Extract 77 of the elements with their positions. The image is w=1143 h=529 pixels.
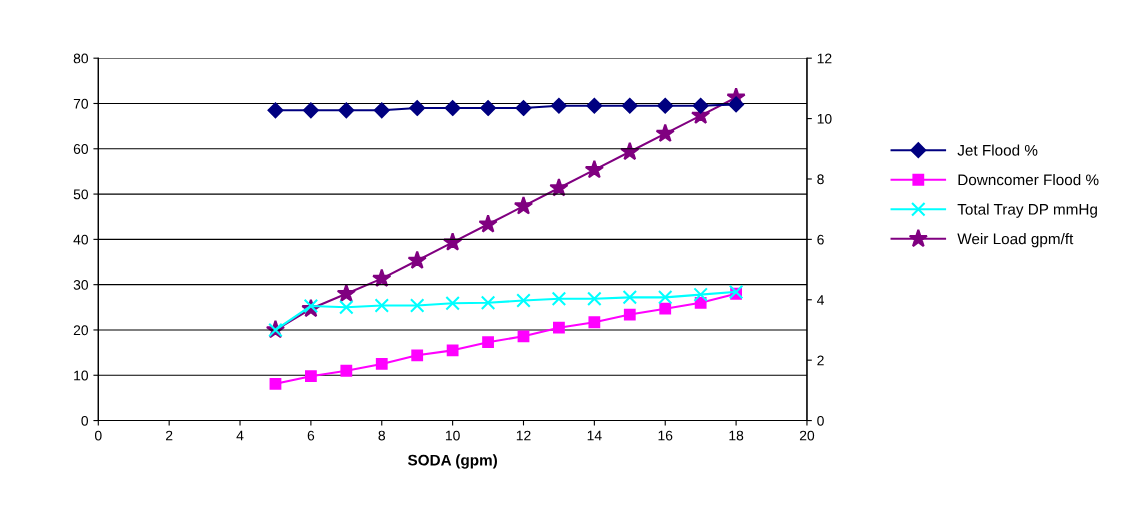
point <box>657 97 674 114</box>
y2-tick-label: 6 <box>817 234 824 245</box>
y-tick-label: 10 <box>74 370 89 381</box>
y-tick-label: 40 <box>73 234 89 245</box>
x-tick-label: 20 <box>799 430 815 441</box>
point <box>267 102 284 119</box>
x-tick-label: 12 <box>516 430 531 441</box>
point <box>409 298 425 313</box>
y2-tick-label: 2 <box>817 355 824 366</box>
y2-tick-label: 10 <box>817 113 832 124</box>
y-tick-label: 50 <box>73 189 89 200</box>
point <box>584 159 604 179</box>
y2-tick-label: 0 <box>817 415 824 426</box>
point <box>694 296 707 309</box>
point <box>478 214 498 233</box>
point <box>657 290 673 305</box>
y-tick-label: 70 <box>73 98 89 109</box>
point <box>338 102 355 119</box>
point <box>553 321 565 334</box>
point <box>655 123 675 143</box>
point <box>623 308 636 321</box>
point <box>304 370 317 383</box>
point <box>517 330 530 343</box>
x-tick-label: 14 <box>587 430 602 441</box>
point <box>482 336 494 349</box>
x-tick-label: 4 <box>236 430 244 441</box>
y-tick-label: 60 <box>73 144 89 154</box>
x-axis-title: SODA (gpm) <box>407 454 497 469</box>
x-tick-label: 18 <box>729 430 744 441</box>
point <box>411 349 424 362</box>
point <box>551 97 567 114</box>
x-tick-label: 8 <box>378 430 386 441</box>
point <box>409 100 426 116</box>
point <box>445 295 460 311</box>
point <box>728 96 745 113</box>
point <box>374 298 390 313</box>
point <box>480 100 496 116</box>
point <box>513 196 534 215</box>
legend-label: Downcomer Flood % <box>958 174 1099 186</box>
y-tick-label: 0 <box>81 415 89 426</box>
point <box>375 358 388 370</box>
point <box>336 283 356 303</box>
y-tick-label: 20 <box>73 325 89 336</box>
point <box>587 291 602 306</box>
y2-tick-label: 4 <box>817 295 824 305</box>
point <box>302 102 319 119</box>
point <box>480 295 496 311</box>
point <box>551 291 567 306</box>
legend-label: Jet Flood % <box>957 144 1038 156</box>
point <box>622 290 638 305</box>
y2-tick-label: 12 <box>817 53 832 64</box>
point <box>621 97 638 114</box>
y-tick-label: 80 <box>73 53 89 64</box>
point <box>586 97 603 114</box>
x-tick-label: 2 <box>166 430 173 441</box>
point <box>339 300 354 315</box>
legend-label: Weir Load gpm/ft <box>957 233 1074 248</box>
x-tick-label: 16 <box>658 430 673 441</box>
point <box>444 100 461 116</box>
point <box>340 364 353 377</box>
point <box>446 344 459 357</box>
point <box>692 97 709 114</box>
legend-label: Total Tray DP mmHg <box>957 203 1097 218</box>
point <box>407 250 427 269</box>
x-tick-label: 6 <box>307 430 315 441</box>
point <box>588 316 601 329</box>
x-tick-label: 10 <box>445 430 460 441</box>
point <box>372 268 392 287</box>
point <box>516 293 531 308</box>
point <box>373 102 390 119</box>
y2-tick-label: 8 <box>817 174 824 185</box>
point <box>693 287 708 302</box>
point <box>659 302 672 315</box>
point <box>515 100 532 116</box>
point <box>269 377 282 390</box>
x-tick-label: 0 <box>94 430 102 441</box>
y-tick-label: 30 <box>73 280 89 290</box>
